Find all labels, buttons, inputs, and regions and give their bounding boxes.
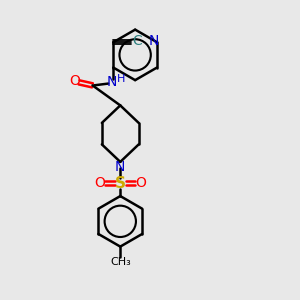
Text: O: O (94, 176, 105, 190)
Text: H: H (117, 74, 125, 84)
Text: N: N (149, 34, 159, 48)
Text: C: C (132, 34, 142, 48)
Text: S: S (115, 176, 126, 191)
Text: N: N (115, 160, 125, 174)
Text: N: N (106, 75, 117, 89)
Text: O: O (136, 176, 146, 190)
Text: O: O (69, 74, 80, 88)
Text: CH₃: CH₃ (110, 257, 131, 267)
